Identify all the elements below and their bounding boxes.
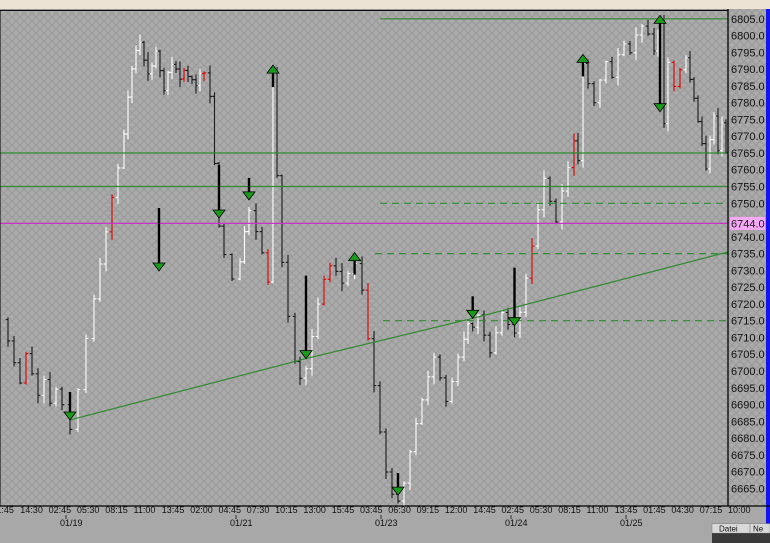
svg-text:6740.0: 6740.0 (731, 232, 765, 244)
svg-text:6735.0: 6735.0 (731, 249, 765, 261)
svg-text:6780.0: 6780.0 (731, 98, 765, 110)
svg-text:6675.0: 6675.0 (731, 450, 765, 462)
svg-text:6755.0: 6755.0 (731, 182, 765, 194)
svg-text:6685.0: 6685.0 (731, 416, 765, 428)
svg-text:6680.0: 6680.0 (731, 433, 765, 445)
svg-text:6725.0: 6725.0 (731, 282, 765, 294)
svg-text:6775.0: 6775.0 (731, 114, 765, 126)
svg-text:6790.0: 6790.0 (731, 64, 765, 76)
svg-text:6665.0: 6665.0 (731, 483, 765, 495)
svg-text:6720.0: 6720.0 (731, 299, 765, 311)
svg-text:6705.0: 6705.0 (731, 349, 765, 361)
svg-text:6800.0: 6800.0 (731, 31, 765, 43)
svg-text:01/23: 01/23 (375, 518, 398, 528)
svg-text:6765.0: 6765.0 (731, 148, 765, 160)
svg-text:6695.0: 6695.0 (731, 383, 765, 395)
svg-text:6690.0: 6690.0 (731, 400, 765, 412)
svg-text:6710.0: 6710.0 (731, 333, 765, 345)
svg-text:01/21: 01/21 (230, 518, 253, 528)
svg-text:6795.0: 6795.0 (731, 47, 765, 59)
svg-text:6750.0: 6750.0 (731, 198, 765, 210)
svg-text:01/25: 01/25 (620, 518, 643, 528)
svg-text:6760.0: 6760.0 (731, 165, 765, 177)
svg-text:01/24: 01/24 (505, 518, 528, 528)
svg-text:6805.0: 6805.0 (731, 14, 765, 26)
svg-text:6670.0: 6670.0 (731, 467, 765, 479)
svg-text:6785.0: 6785.0 (731, 81, 765, 93)
svg-text:01/19: 01/19 (60, 518, 83, 528)
svg-text:Ne: Ne (753, 525, 764, 534)
svg-text:6744.0: 6744.0 (731, 218, 765, 230)
svg-text:6770.0: 6770.0 (731, 131, 765, 143)
svg-text:6730.0: 6730.0 (731, 265, 765, 277)
svg-text:6700.0: 6700.0 (731, 366, 765, 378)
svg-text:6715.0: 6715.0 (731, 316, 765, 328)
svg-text:Datei: Datei (719, 525, 738, 534)
